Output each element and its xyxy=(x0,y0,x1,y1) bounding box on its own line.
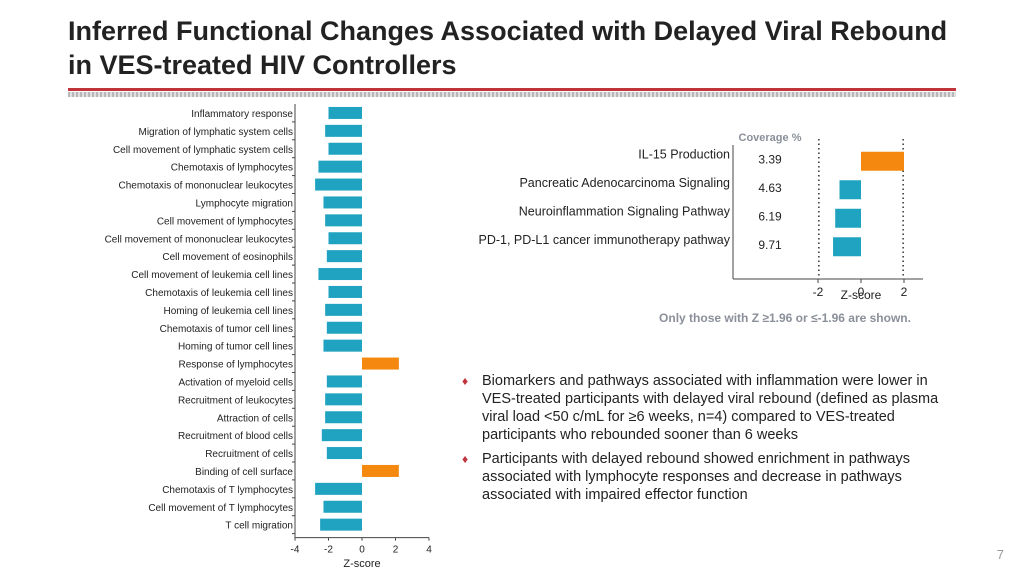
pathway-label: IL-15 Production xyxy=(638,147,730,161)
functions-zscore-chart: Z-score Inflammatory response Migration o… xyxy=(105,104,432,570)
right-chart-x-tick-label: 2 xyxy=(901,285,908,299)
category-label: Cell movement of mononuclear leukocytes xyxy=(105,234,293,245)
coverage-value: 4.63 xyxy=(758,181,782,195)
left-chart-x-tick-label: 0 xyxy=(359,545,365,556)
category-label: Chemotaxis of lymphocytes xyxy=(171,163,293,174)
right-chart-x-tick-label: 0 xyxy=(858,285,865,299)
category-label: Response of lymphocytes xyxy=(178,360,293,371)
pathway-bar xyxy=(835,208,861,228)
category-label: Cell movement of leukemia cell lines xyxy=(131,270,293,281)
right-chart-x-tick-label: -2 xyxy=(813,285,824,299)
category-label: Lymphocyte migration xyxy=(196,198,293,209)
function-bar xyxy=(315,482,362,495)
function-bar xyxy=(318,160,362,173)
function-bar xyxy=(362,357,399,370)
category-label: Inflammatory response xyxy=(191,109,293,120)
category-label: Attraction of cells xyxy=(217,413,293,424)
function-bar xyxy=(325,393,362,406)
function-bar xyxy=(321,429,362,442)
function-bar xyxy=(326,375,362,388)
category-label: Homing of leukemia cell lines xyxy=(163,306,293,317)
coverage-value: 9.71 xyxy=(758,238,782,252)
pathway-bar xyxy=(861,151,904,171)
diamond-bullet-icon: ♦ xyxy=(462,452,469,466)
pathway-bar xyxy=(833,237,861,257)
category-label: Cell movement of lymphatic system cells xyxy=(113,145,293,156)
function-bar xyxy=(325,214,362,227)
diamond-bullet-icon: ♦ xyxy=(462,374,469,388)
function-bar xyxy=(320,518,362,531)
category-label: Chemotaxis of tumor cell lines xyxy=(160,324,293,335)
threshold-note: Only those with Z ≥1.96 or ≤-1.96 are sh… xyxy=(659,311,911,325)
finding-item: ♦ Participants with delayed rebound show… xyxy=(462,450,962,504)
category-label: Cell movement of lymphocytes xyxy=(157,216,293,227)
function-bar xyxy=(325,303,362,316)
category-label: Cell movement of eosinophils xyxy=(162,252,293,263)
coverage-value: 3.39 xyxy=(758,152,782,166)
pathway-label: Neuroinflammation Signaling Pathway xyxy=(519,204,731,218)
category-label: Binding of cell surface xyxy=(195,467,293,478)
category-label: Recruitment of blood cells xyxy=(178,431,293,442)
pathway-label: PD-1, PD-L1 cancer immunotherapy pathway xyxy=(478,233,730,247)
right-chart-x-axis-label: Z-score xyxy=(841,288,882,302)
category-label: Chemotaxis of T lymphocytes xyxy=(162,485,293,496)
function-bar xyxy=(323,500,362,513)
function-bar xyxy=(326,447,362,460)
page-number: 7 xyxy=(996,547,1004,562)
category-label: Recruitment of leukocytes xyxy=(178,395,293,406)
pathway-bar xyxy=(839,180,861,200)
title-divider xyxy=(68,88,956,97)
category-label: Chemotaxis of mononuclear leukocytes xyxy=(118,181,293,192)
function-bar xyxy=(323,196,362,209)
function-bar xyxy=(323,339,362,352)
function-bar xyxy=(315,178,362,191)
left-chart-x-tick-label: 2 xyxy=(393,545,399,556)
finding-text: Participants with delayed rebound showed… xyxy=(482,451,910,503)
left-chart-x-axis-label: Z-score xyxy=(343,558,380,570)
function-bar xyxy=(328,232,362,245)
function-bar xyxy=(326,250,362,263)
title-divider-grey xyxy=(68,92,956,97)
pathways-zscore-chart: Coverage % Z-score Only those with Z ≥1.… xyxy=(478,132,923,325)
pathway-label: Pancreatic Adenocarcinoma Signaling xyxy=(519,176,730,190)
category-label: Cell movement of T lymphocytes xyxy=(148,503,293,514)
function-bar xyxy=(326,321,362,334)
category-label: Migration of lymphatic system cells xyxy=(139,127,294,138)
left-chart-x-tick-label: -2 xyxy=(324,545,333,556)
function-bar xyxy=(318,268,362,281)
function-bar xyxy=(362,464,399,477)
coverage-value: 6.19 xyxy=(758,209,782,223)
left-chart-x-tick-label: -4 xyxy=(291,545,300,556)
finding-text: Biomarkers and pathways associated with … xyxy=(482,373,939,443)
finding-item: ♦ Biomarkers and pathways associated wit… xyxy=(462,372,962,444)
coverage-header: Coverage % xyxy=(739,132,802,144)
category-label: T cell migration xyxy=(225,521,293,532)
function-bar xyxy=(325,124,362,137)
slide-title: Inferred Functional Changes Associated w… xyxy=(68,16,948,80)
category-label: Homing of tumor cell lines xyxy=(178,342,293,353)
findings-list: ♦ Biomarkers and pathways associated wit… xyxy=(462,372,962,510)
left-chart-x-tick-label: 4 xyxy=(426,545,432,556)
function-bar xyxy=(328,106,362,119)
title-divider-red xyxy=(68,88,956,91)
function-bar xyxy=(325,411,362,424)
category-label: Recruitment of cells xyxy=(205,449,293,460)
function-bar xyxy=(328,142,362,155)
category-label: Activation of myeloid cells xyxy=(179,377,294,388)
function-bar xyxy=(328,285,362,298)
category-label: Chemotaxis of leukemia cell lines xyxy=(145,288,293,299)
